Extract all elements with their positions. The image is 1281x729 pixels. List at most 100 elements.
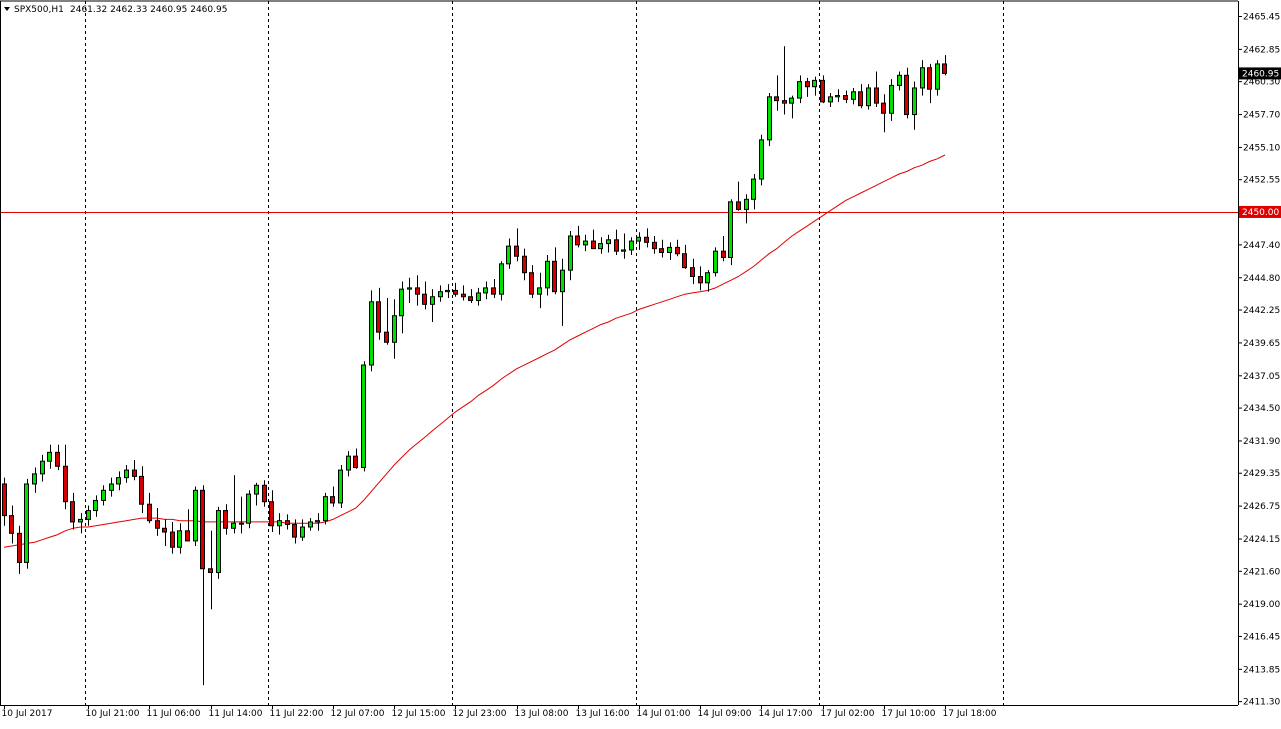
candle <box>889 79 894 121</box>
candle <box>101 485 106 506</box>
bear-candle-body <box>155 520 160 529</box>
bear-candle-body <box>223 510 228 529</box>
candle <box>93 495 98 517</box>
candle <box>40 454 45 482</box>
price-tick-label: 2424.15 <box>1243 535 1280 545</box>
candle <box>208 530 213 610</box>
candle <box>675 239 680 257</box>
bull-candle-body <box>920 67 925 89</box>
candle <box>346 451 351 477</box>
bull-candle-body <box>629 240 634 251</box>
candle <box>904 67 909 119</box>
candle <box>682 244 687 269</box>
candle <box>2 477 7 526</box>
bear-candle-body <box>132 469 137 477</box>
candle <box>407 277 412 304</box>
bull-candle-body <box>308 521 313 528</box>
bull-candle-body <box>231 522 236 529</box>
bear-candle-body <box>675 246 680 255</box>
price-tick-label: 2462.85 <box>1243 45 1280 55</box>
bear-candle-body <box>2 483 7 517</box>
bull-candle-body <box>93 499 98 512</box>
bull-candle-body <box>751 178 756 200</box>
candle <box>820 75 825 104</box>
bull-candle-body <box>392 315 397 343</box>
time-tick-label: 11 Jul 22:00 <box>270 709 324 719</box>
bull-candle-body <box>346 455 351 471</box>
candle <box>315 513 320 531</box>
bull-candle-body <box>835 95 840 98</box>
bear-candle-body <box>614 239 619 252</box>
bull-candle-body <box>193 489 198 542</box>
level-price-tag: 2450.00 <box>1239 205 1281 218</box>
candle <box>920 60 925 96</box>
price-tick-label: 2439.65 <box>1243 339 1280 349</box>
candle <box>499 261 504 301</box>
bull-candle-body <box>476 292 481 302</box>
bull-candle-body <box>797 81 802 99</box>
time-tick-label: 14 Jul 17:00 <box>759 709 813 719</box>
bull-candle-body <box>445 289 450 293</box>
bear-candle-body <box>384 331 389 343</box>
bull-candle-body <box>246 493 251 524</box>
bull-candle-body <box>744 198 749 210</box>
current-price-tag: 2460.95 <box>1239 67 1281 80</box>
candle <box>300 519 305 541</box>
candle <box>330 486 335 507</box>
bull-candle-body <box>361 364 366 469</box>
candle <box>506 238 511 269</box>
bull-candle-body <box>713 250 718 274</box>
time-tick-label: 12 Jul 07:00 <box>331 709 385 719</box>
bull-candle-body <box>568 235 573 271</box>
candle <box>491 279 496 298</box>
bull-candle-body <box>338 469 343 504</box>
time-tick-label: 13 Jul 16:00 <box>576 709 630 719</box>
collapse-triangle-icon[interactable] <box>4 7 10 11</box>
price-tick-label: 2465.45 <box>1243 12 1280 22</box>
candle <box>185 509 190 542</box>
bull-candle-body <box>78 518 83 523</box>
bear-candle-body <box>453 289 458 295</box>
bull-candle-body <box>438 291 443 298</box>
candle <box>430 289 435 323</box>
candle <box>277 513 282 535</box>
candle <box>285 514 290 530</box>
bull-candle-body <box>728 201 733 259</box>
bull-candle-body <box>323 496 328 522</box>
symbol-label: SPX500,H1 <box>14 5 64 15</box>
moving-average-line <box>3 154 946 548</box>
symbol-header: SPX500,H1 2461.32 2462.33 2460.95 2460.9… <box>4 5 227 15</box>
bear-candle-body <box>698 275 703 284</box>
bear-candle-body <box>843 95 848 100</box>
bear-candle-body <box>147 503 152 522</box>
candle <box>942 55 947 76</box>
bear-candle-body <box>262 484 267 503</box>
price-tick-label: 2416.45 <box>1243 632 1280 642</box>
bear-candle-body <box>942 63 947 74</box>
candle <box>522 248 527 281</box>
price-tick-label: 2411.30 <box>1243 698 1280 708</box>
bear-candle-body <box>805 81 810 88</box>
bull-candle-body <box>499 263 504 295</box>
bull-candle-body <box>24 483 29 563</box>
candle <box>881 94 886 133</box>
bear-candle-body <box>208 568 213 574</box>
bull-candle-body <box>506 245 511 265</box>
candle <box>851 87 856 105</box>
bear-candle-body <box>881 102 886 114</box>
candle <box>705 270 710 292</box>
bear-candle-body <box>353 455 358 469</box>
candle <box>155 508 160 536</box>
bull-candle-body <box>598 243 603 250</box>
candle <box>713 247 718 277</box>
candle <box>124 465 129 483</box>
bear-candle-body <box>690 267 695 277</box>
ohlc-readout: 2461.32 2462.33 2460.95 2460.95 <box>70 5 227 15</box>
bear-candle-body <box>529 272 534 295</box>
time-tick-label: 17 Jul 18:00 <box>943 709 997 719</box>
bull-candle-body <box>315 520 320 523</box>
candle <box>728 199 733 266</box>
bull-candle-body <box>537 287 542 295</box>
